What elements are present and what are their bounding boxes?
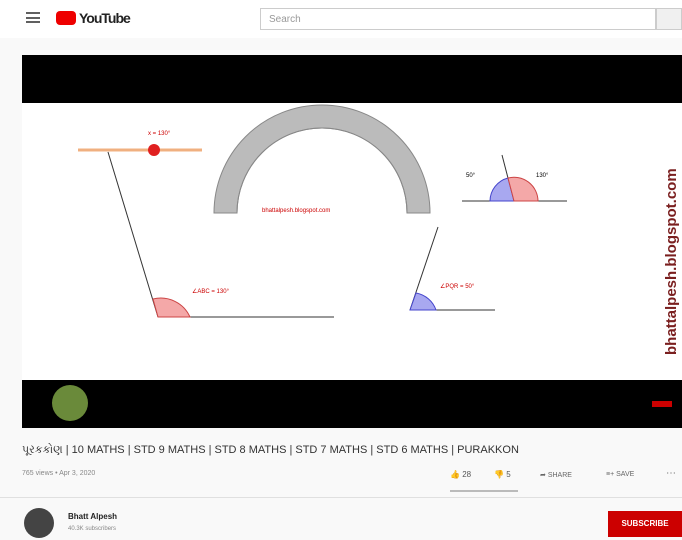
angle-label: 50° [466,173,476,179]
channel-name[interactable]: Bhatt Alpesh [68,512,117,521]
slider-handle [148,144,160,156]
share-button[interactable]: ➦ SHARE [540,471,572,479]
like-bar [450,490,518,492]
search-button[interactable] [656,8,682,30]
angle-label: 130° [536,173,549,179]
end-badge [652,401,672,407]
protractor-label: bhattalpesh.blogspot.com [262,208,330,214]
channel-badge [52,385,88,421]
letterbox-bottom [22,380,682,428]
search-box[interactable]: Search [260,8,656,30]
logo-icon[interactable] [56,11,76,25]
subscribe-button[interactable]: SUBSCRIBE [608,511,682,537]
angle-label: ∠ABC = 130° [192,288,230,295]
channel-avatar[interactable] [24,508,54,538]
menu-button[interactable] [26,12,40,23]
top-bar: YouTube Search [0,0,682,38]
video-player[interactable]: bhattalpesh.blogspot.com x = 130° ∠ABC =… [22,55,682,428]
subscriber-count: 40.3K subscribers [68,526,116,532]
logo[interactable]: YouTube [79,10,130,26]
more-button[interactable]: ⋯ [666,468,676,479]
like-button[interactable]: 👍 28 [450,470,471,479]
video-title: પૂરકકોણ | 10 MATHS | STD 9 MATHS | STD 8… [22,444,519,457]
page: YouTube Search bhattalpesh.blogspot.com … [0,0,682,540]
like-count: 28 [462,470,471,479]
dislike-count: 5 [506,470,510,479]
letterbox-top [22,55,682,103]
dislike-button[interactable]: 👎 5 [494,470,511,479]
share-label: SHARE [548,472,572,479]
divider [0,497,682,498]
angle-label: ∠PQR = 50° [440,283,475,290]
save-button[interactable]: ≡+ SAVE [606,471,634,478]
watermark: bhattalpesh.blogspot.com [663,168,680,355]
slider-label: x = 130° [148,131,171,137]
video-meta: 765 views • Apr 3, 2020 [22,470,95,477]
save-label: SAVE [616,471,634,478]
